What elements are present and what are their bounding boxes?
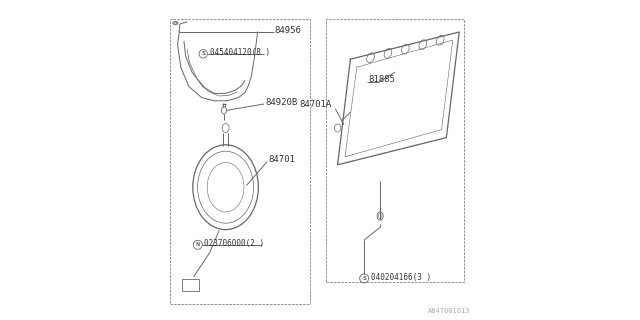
Text: 84956: 84956 xyxy=(275,26,301,35)
Text: 84701: 84701 xyxy=(268,155,295,164)
Text: N: N xyxy=(196,242,200,247)
Text: 84701A: 84701A xyxy=(299,100,332,109)
Text: 040204166(3 ): 040204166(3 ) xyxy=(371,273,431,282)
Text: 045404120(8 ): 045404120(8 ) xyxy=(210,48,269,57)
Text: 81885: 81885 xyxy=(369,75,396,84)
Bar xyxy=(326,19,464,282)
Text: 84920B: 84920B xyxy=(265,98,297,107)
Text: S: S xyxy=(201,51,205,56)
Bar xyxy=(170,19,310,304)
Text: S: S xyxy=(362,276,366,281)
Text: 023706000(2 ): 023706000(2 ) xyxy=(204,239,264,248)
Text: A847001013: A847001013 xyxy=(428,308,470,314)
Bar xyxy=(182,279,200,291)
